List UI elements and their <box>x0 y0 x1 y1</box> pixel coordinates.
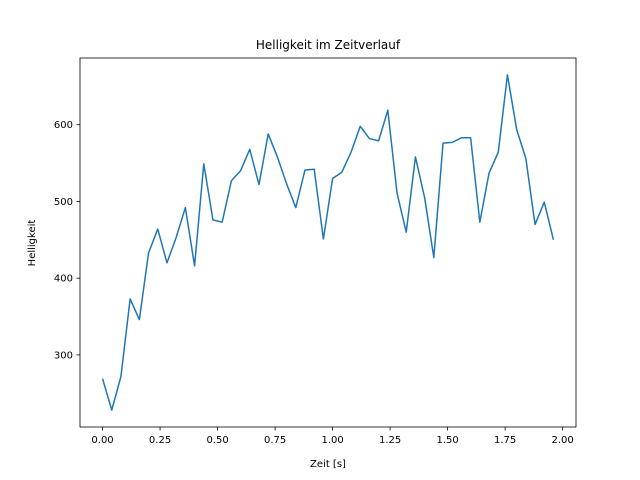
y-tick-label: 400 <box>54 274 73 285</box>
chart-title: Helligkeit im Zeitverlauf <box>256 38 401 52</box>
y-tick-label: 500 <box>54 197 73 208</box>
y-axis-ticks: 300 400 500 600 <box>54 120 80 361</box>
x-tick-label: 1.50 <box>436 435 458 446</box>
y-tick-label: 600 <box>54 120 73 131</box>
x-tick-label: 0.00 <box>91 435 113 446</box>
x-axis-label: Zeit [s] <box>310 459 346 470</box>
x-tick-label: 0.25 <box>149 435 171 446</box>
plot-frame <box>79 57 577 428</box>
x-axis-ticks: 0.00 0.25 0.50 0.75 1.00 1.25 1.50 1.75 2.00 <box>91 427 574 446</box>
x-tick-label: 0.50 <box>206 435 228 446</box>
x-tick-label: 2.00 <box>552 435 574 446</box>
x-tick-label: 1.00 <box>321 435 343 446</box>
y-axis-label: Helligkeit <box>27 220 38 267</box>
series-line <box>101 74 555 411</box>
x-tick-label: 0.75 <box>264 435 286 446</box>
y-tick-label: 300 <box>54 350 73 361</box>
x-tick-label: 1.25 <box>379 435 401 446</box>
x-tick-label: 1.75 <box>494 435 516 446</box>
